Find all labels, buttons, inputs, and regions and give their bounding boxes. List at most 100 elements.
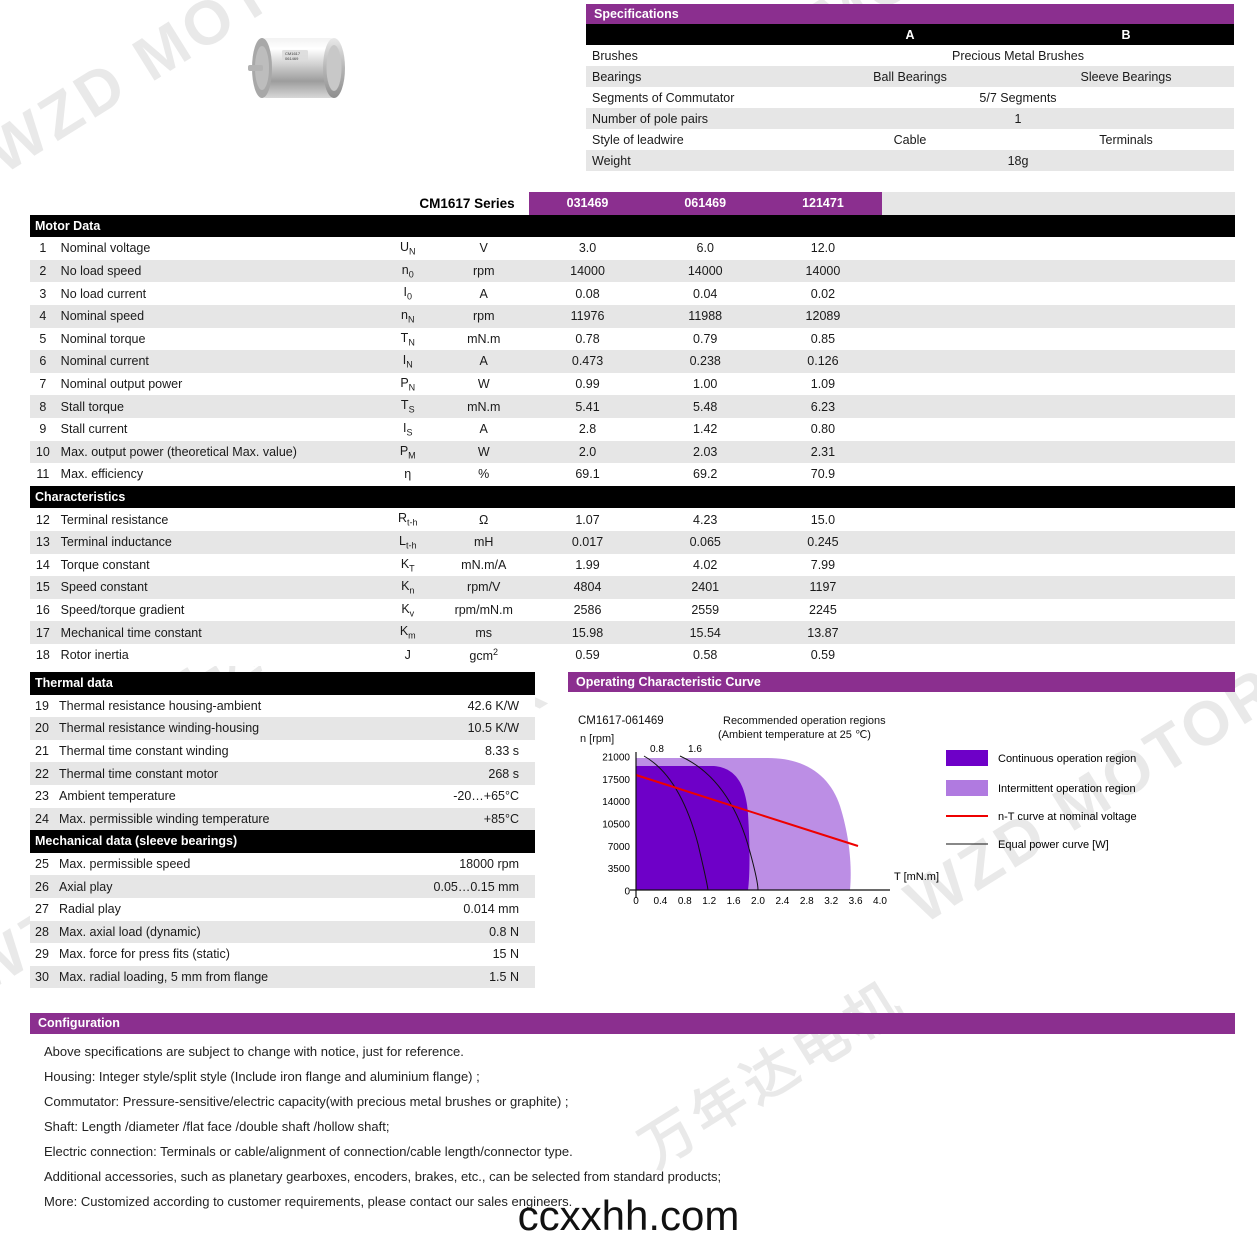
row-index: 18 (35, 648, 50, 663)
row-index: 20 (35, 721, 49, 736)
row-index: 19 (35, 698, 49, 713)
row-value-2: 0.065 (689, 535, 721, 550)
row-value-5 (999, 441, 1117, 464)
row-label: Nominal output power (60, 377, 183, 392)
row-value-4 (882, 599, 1000, 622)
mechanical-rows: 25 Max. permissible speed 18000 rpm 26 Axial… (30, 852, 535, 989)
row-value: 1.5 N (489, 970, 519, 985)
site-url: ccxxhh.com (517, 1192, 740, 1239)
row-value: 42.6 K/W (467, 698, 519, 713)
row-value-4 (882, 305, 1000, 328)
row-label: Thermal resistance winding-housing (59, 721, 260, 736)
x-tick: 1.6 (727, 896, 741, 907)
row-value-5 (999, 418, 1117, 441)
legend-label-nt: n-T curve at nominal voltage (998, 811, 1137, 823)
row-value-5 (999, 621, 1117, 644)
row-index: 25 (35, 857, 49, 872)
row-index: 28 (35, 924, 49, 939)
row-value-4 (882, 373, 1000, 396)
table-row: Number of pole pairs 1 (586, 108, 1234, 129)
y-tick: 0 (624, 887, 630, 898)
row-index: 17 (35, 625, 50, 640)
row-value-5 (999, 260, 1117, 283)
spec-label: Weight (586, 150, 802, 171)
row-value-1: 2.8 (578, 422, 597, 437)
curve-legend: Continuous operation region Intermittent… (946, 750, 1137, 851)
row-value-5 (999, 350, 1117, 373)
row-value-6 (1117, 576, 1235, 599)
equal-power-curve-1-6 (679, 755, 759, 891)
row-value-6 (1117, 260, 1235, 283)
y-tick: 21000 (602, 753, 630, 764)
row-value-4 (882, 395, 1000, 418)
table-row: 22 Thermal time constant motor 268 s (30, 762, 535, 785)
row-value-1: 2586 (573, 602, 602, 617)
table-row: 5 Nominal torque TN mN.m 0.78 0.79 0.85 (30, 327, 1235, 351)
row-value-5 (999, 395, 1117, 418)
table-row: 1 Nominal voltage UN V 3.0 6.0 12.0 (30, 237, 1235, 260)
row-value: 0.8 N (489, 924, 519, 939)
row-label: No load speed (60, 264, 142, 279)
legend-label-power: Equal power curve [W] (998, 839, 1109, 851)
row-symbol: IN (402, 353, 413, 370)
row-value-2: 69.2 (693, 467, 718, 482)
table-row: 11 Max. efficiency η% 69.1 69.2 70.9 (30, 463, 1235, 486)
spec-label: Brushes (586, 45, 802, 66)
row-value-3: 0.80 (810, 422, 836, 437)
row-value-4 (882, 644, 1000, 667)
row-unit: mN.m/A (461, 557, 507, 572)
spec-value: 5/7 Segments (802, 87, 1234, 108)
configuration-line: Shaft: Length /diameter /flat face /doub… (44, 1119, 390, 1134)
row-value-2: 1.00 (693, 377, 718, 392)
row-value-5 (999, 531, 1117, 554)
table-row: 8 Stall torque TS mN.m 5.41 5.48 6.23 (30, 395, 1235, 418)
row-value-5 (999, 599, 1117, 622)
row-value-3: 0.59 (810, 648, 836, 663)
section-title: Thermal data (30, 672, 535, 695)
row-value-2: 4.02 (693, 557, 718, 572)
series-code-5 (999, 192, 1118, 215)
table-row: 19 Thermal resistance housing-ambient 42.6… (30, 694, 535, 718)
row-value-3: 1197 (809, 580, 837, 595)
row-value-6 (1117, 644, 1235, 667)
row-index: 1 (39, 241, 47, 256)
row-value-2: 2401 (691, 580, 720, 595)
row-value-1: 14000 (570, 264, 605, 279)
row-symbol: η (404, 467, 412, 482)
row-value-2: 11988 (688, 309, 723, 324)
row-value-4 (882, 621, 1000, 644)
row-index: 14 (35, 557, 50, 572)
y-tick: 14000 (602, 797, 630, 808)
section-title: Characteristics (30, 485, 529, 509)
table-row: 21 Thermal time constant winding 8.33 s (30, 739, 535, 763)
row-label: Thermal time constant winding (59, 744, 229, 759)
row-value-4 (882, 576, 1000, 599)
legend-swatch-intermittent (946, 780, 988, 796)
series-code-2: 061469 (646, 192, 765, 215)
power-label-0: 0.8 (650, 744, 664, 755)
continuous-region (636, 766, 750, 890)
row-value-6 (1117, 237, 1235, 260)
row-index: 15 (35, 580, 50, 595)
row-index: 4 (39, 309, 47, 324)
table-row: 28 Max. axial load (dynamic) 0.8 N (30, 920, 535, 944)
row-label: Stall torque (60, 399, 124, 414)
row-value-4 (882, 508, 1000, 531)
curve-model-label: CM1617-061469 (578, 715, 664, 727)
section-header-characteristics: Characteristics (30, 485, 1235, 509)
row-label: Nominal torque (60, 331, 146, 346)
row-label: Rotor inertia (60, 648, 129, 663)
row-value-4 (882, 441, 1000, 464)
configuration-panel: Configuration Above specifications are s… (30, 1013, 1235, 1219)
row-label: Max. radial loading, 5 mm from flange (59, 970, 269, 985)
x-tick: 1.2 (702, 896, 716, 907)
row-label: Torque constant (60, 557, 150, 572)
row-symbol: Lt-h (399, 533, 417, 551)
row-value-1: 1.07 (575, 512, 600, 527)
curve-yaxis-label: n [rpm] (580, 733, 614, 745)
spec-label: Bearings (586, 66, 802, 87)
table-row: 3 No load current I0 A 0.08 0.04 0.02 (30, 282, 1235, 305)
row-unit: V (479, 241, 488, 256)
svg-text:061469: 061469 (285, 56, 299, 61)
